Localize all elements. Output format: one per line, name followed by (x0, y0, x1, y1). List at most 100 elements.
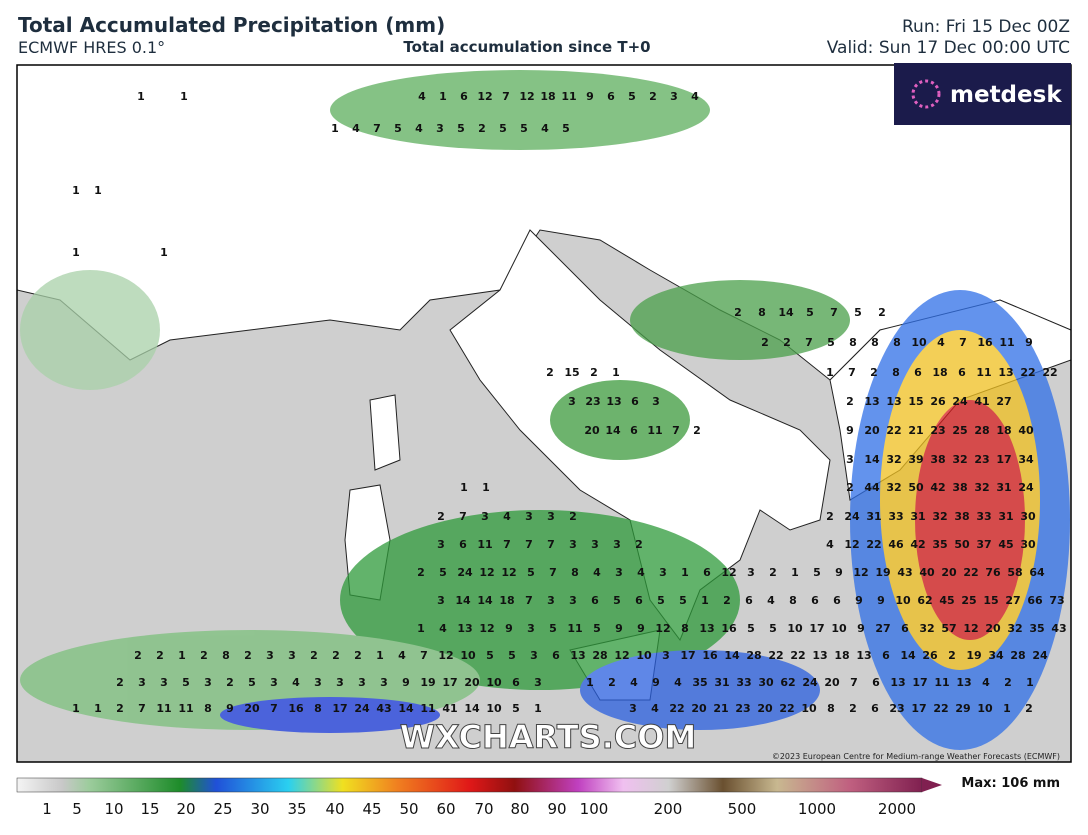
precip-label: 11 (999, 336, 1014, 349)
precip-label: 7 (805, 336, 813, 349)
precip-label: 2 (849, 702, 857, 715)
precip-label: 8 (571, 566, 579, 579)
precip-label: 4 (352, 122, 360, 135)
precip-label: 4 (593, 566, 601, 579)
precip-label: 3 (547, 594, 555, 607)
precip-label: 17 (912, 676, 927, 689)
precip-label: 62 (780, 676, 795, 689)
precip-label: 12 (721, 566, 736, 579)
precip-label: 20 (757, 702, 773, 715)
precip-label: 1 (180, 90, 188, 103)
precip-label: 24 (457, 566, 473, 579)
precip-label: 6 (607, 90, 615, 103)
precip-label: 6 (882, 649, 890, 662)
precip-label: 32 (974, 481, 989, 494)
precip-label: 6 (833, 594, 841, 607)
precip-label: 10 (895, 594, 911, 607)
precip-label: 3 (336, 676, 344, 689)
precip-label: 2 (478, 122, 486, 135)
precip-label: 5 (747, 622, 755, 635)
precip-label: 9 (637, 622, 645, 635)
precip-label: 8 (827, 702, 835, 715)
precip-label: 4 (541, 122, 549, 135)
precip-label: 1 (482, 481, 490, 494)
precip-label: 14 (455, 594, 471, 607)
map-frame (16, 64, 1072, 763)
precip-label: 12 (519, 90, 534, 103)
legend-tick-label: 30 (250, 800, 269, 818)
precip-label: 3 (138, 676, 146, 689)
precip-label: 33 (976, 510, 991, 523)
precip-label: 1 (94, 184, 102, 197)
precip-label: 3 (613, 538, 621, 551)
legend-tick-label: 200 (654, 800, 683, 818)
precip-label: 4 (503, 510, 511, 523)
precip-label: 13 (856, 649, 871, 662)
precip-label: 7 (672, 424, 680, 437)
precip-label: 22 (866, 538, 881, 551)
precip-label: 5 (508, 649, 516, 662)
precip-label: 6 (552, 649, 560, 662)
legend-tick-label: 35 (287, 800, 306, 818)
precip-label: 5 (854, 306, 862, 319)
precip-label: 22 (1042, 366, 1057, 379)
precip-label: 1 (681, 566, 689, 579)
precip-label: 6 (958, 366, 966, 379)
precip-label: 11 (178, 702, 193, 715)
precip-label: 6 (872, 676, 880, 689)
precip-label: 32 (886, 453, 901, 466)
precip-label: 1 (417, 622, 425, 635)
precip-label: 3 (629, 702, 637, 715)
precip-label: 26 (930, 395, 946, 408)
precip-label: 9 (402, 676, 410, 689)
copyright: ©2023 European Centre for Medium-range W… (772, 752, 1060, 761)
precip-label: 2 (437, 510, 445, 523)
precip-label: 32 (952, 453, 967, 466)
precip-label: 11 (420, 702, 435, 715)
precip-label: 9 (835, 566, 843, 579)
precip-label: 1 (439, 90, 447, 103)
precip-label: 4 (651, 702, 659, 715)
legend-tick-label: 25 (213, 800, 232, 818)
precip-label: 9 (855, 594, 863, 607)
precip-label: 42 (930, 481, 945, 494)
precip-label: 31 (714, 676, 729, 689)
legend-tick-label: 40 (325, 800, 344, 818)
precip-label: 15 (564, 366, 579, 379)
precip-label: 24 (1018, 481, 1034, 494)
precip-label: 3 (525, 510, 533, 523)
precip-label: 22 (963, 566, 978, 579)
precip-label: 14 (464, 702, 480, 715)
legend-tick-label: 5 (72, 800, 82, 818)
precip-label: 16 (721, 622, 737, 635)
precip-label: 1 (612, 366, 620, 379)
precip-label: 43 (1051, 622, 1066, 635)
precip-label: 20 (244, 702, 260, 715)
precip-label: 4 (937, 336, 945, 349)
precip-label: 4 (826, 538, 834, 551)
precip-label: 16 (977, 336, 993, 349)
precip-label: 5 (457, 122, 465, 135)
precip-label: 20 (691, 702, 707, 715)
precip-label: 5 (593, 622, 601, 635)
precip-label: 7 (850, 676, 858, 689)
precip-label: 1 (376, 649, 384, 662)
precip-label: 1 (137, 90, 145, 103)
precip-label: 5 (562, 122, 570, 135)
precip-label: 1 (534, 702, 542, 715)
precip-label: 18 (499, 594, 514, 607)
precip-label: 2 (332, 649, 340, 662)
precip-label: 3 (380, 676, 388, 689)
precip-label: 44 (864, 481, 880, 494)
precip-label: 14 (724, 649, 740, 662)
precip-label: 14 (398, 702, 414, 715)
precip-label: 9 (652, 676, 660, 689)
legend-tick-label: 70 (474, 800, 493, 818)
precip-label: 35 (932, 538, 947, 551)
precip-label: 2 (546, 366, 554, 379)
precip-label: 28 (592, 649, 607, 662)
precip-label: 50 (954, 538, 970, 551)
precip-label: 8 (681, 622, 689, 635)
precip-label: 28 (746, 649, 761, 662)
precip-label: 6 (631, 395, 639, 408)
